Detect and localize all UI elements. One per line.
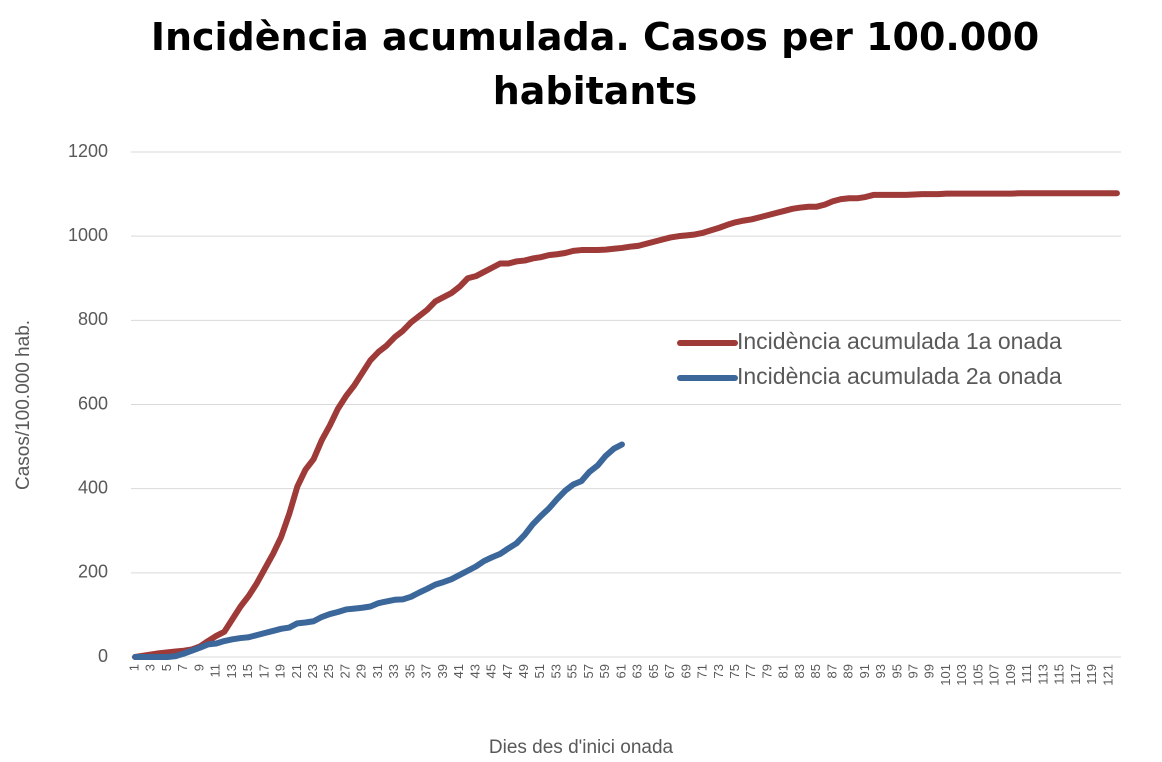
x-tick-label: 13 bbox=[224, 664, 239, 678]
y-tick-label: 600 bbox=[78, 393, 108, 413]
y-tick-label: 1200 bbox=[68, 141, 108, 161]
x-tick-label: 49 bbox=[516, 664, 531, 678]
x-tick-label: 63 bbox=[630, 664, 645, 678]
x-tick-label: 109 bbox=[1003, 664, 1018, 686]
x-tick-label: 25 bbox=[321, 664, 336, 678]
x-tick-label: 41 bbox=[451, 664, 466, 678]
x-tick-label: 91 bbox=[857, 664, 872, 678]
legend-label: Incidència acumulada 2a onada bbox=[737, 363, 1062, 389]
x-tick-label: 19 bbox=[273, 664, 288, 678]
chart-title: Incidència acumulada. Casos per 100.000 … bbox=[150, 15, 1040, 113]
x-tick-label: 15 bbox=[240, 664, 255, 678]
y-tick-label: 1000 bbox=[68, 225, 108, 245]
x-tick-label: 71 bbox=[695, 664, 710, 678]
x-tick-label: 17 bbox=[256, 664, 271, 678]
x-tick-label: 35 bbox=[402, 664, 417, 678]
x-tick-label: 89 bbox=[841, 664, 856, 678]
x-tick-label: 27 bbox=[337, 664, 352, 678]
y-tick-label: 200 bbox=[78, 562, 108, 582]
x-tick-label: 29 bbox=[354, 664, 369, 678]
x-tick-label: 103 bbox=[954, 664, 969, 686]
x-tick-label: 105 bbox=[970, 664, 985, 686]
x-tick-label: 67 bbox=[662, 664, 677, 678]
x-tick-label: 85 bbox=[808, 664, 823, 678]
data-line bbox=[132, 441, 625, 660]
x-tick-label: 69 bbox=[678, 664, 693, 678]
x-tick-label: 47 bbox=[500, 664, 515, 678]
y-tick-label: 400 bbox=[78, 477, 108, 497]
x-tick-label: 5 bbox=[159, 664, 174, 671]
y-tick-label: 800 bbox=[78, 309, 108, 329]
x-tick-label: 77 bbox=[743, 664, 758, 678]
x-tick-label: 119 bbox=[1084, 664, 1099, 685]
x-tick-label: 75 bbox=[727, 664, 742, 678]
data-line bbox=[132, 190, 1120, 660]
x-tick-label: 87 bbox=[824, 664, 839, 678]
x-tick-label: 117 bbox=[1068, 664, 1083, 685]
x-tick-label: 55 bbox=[565, 664, 580, 678]
x-tick-label: 3 bbox=[143, 664, 158, 671]
x-tick-label: 73 bbox=[711, 664, 726, 678]
x-tick-label: 101 bbox=[938, 664, 953, 686]
x-tick-label: 33 bbox=[386, 664, 401, 678]
x-tick-label: 31 bbox=[370, 664, 385, 678]
x-tick-label: 83 bbox=[792, 664, 807, 678]
x-tick-label: 111 bbox=[1019, 664, 1034, 684]
x-tick-label: 9 bbox=[191, 664, 206, 671]
x-tick-label: 23 bbox=[305, 664, 320, 678]
x-tick-label: 65 bbox=[646, 664, 661, 678]
x-tick-label: 97 bbox=[906, 664, 921, 678]
x-tick-label: 57 bbox=[581, 664, 596, 678]
x-tick-label: 59 bbox=[597, 664, 612, 678]
y-tick-label: 0 bbox=[98, 646, 108, 666]
legend-label: Incidència acumulada 1a onada bbox=[737, 328, 1062, 354]
x-tick-label: 11 bbox=[208, 664, 223, 678]
x-tick-label: 115 bbox=[1052, 664, 1067, 685]
x-tick-label: 95 bbox=[889, 664, 904, 678]
y-axis-label: Casos/100.000 hab. bbox=[13, 320, 34, 490]
x-tick-label: 43 bbox=[467, 664, 482, 678]
x-tick-label: 107 bbox=[987, 664, 1002, 686]
x-tick-label: 53 bbox=[548, 664, 563, 678]
x-tick-label: 39 bbox=[435, 664, 450, 678]
x-tick-label: 81 bbox=[776, 664, 791, 678]
x-tick-label: 113 bbox=[1035, 664, 1050, 685]
x-tick-label: 51 bbox=[532, 664, 547, 678]
x-tick-label: 61 bbox=[613, 664, 628, 678]
x-tick-label: 79 bbox=[759, 664, 774, 678]
x-tick-label: 7 bbox=[175, 664, 190, 671]
x-tick-label: 1 bbox=[126, 664, 141, 671]
x-tick-label: 93 bbox=[873, 664, 888, 678]
x-tick-label: 121 bbox=[1100, 664, 1115, 686]
x-tick-label: 37 bbox=[419, 664, 434, 678]
x-tick-label: 45 bbox=[484, 664, 499, 678]
x-tick-label: 99 bbox=[922, 664, 937, 678]
x-axis-label: Dies des d'inici onada bbox=[489, 737, 674, 758]
x-tick-label: 21 bbox=[289, 664, 304, 678]
